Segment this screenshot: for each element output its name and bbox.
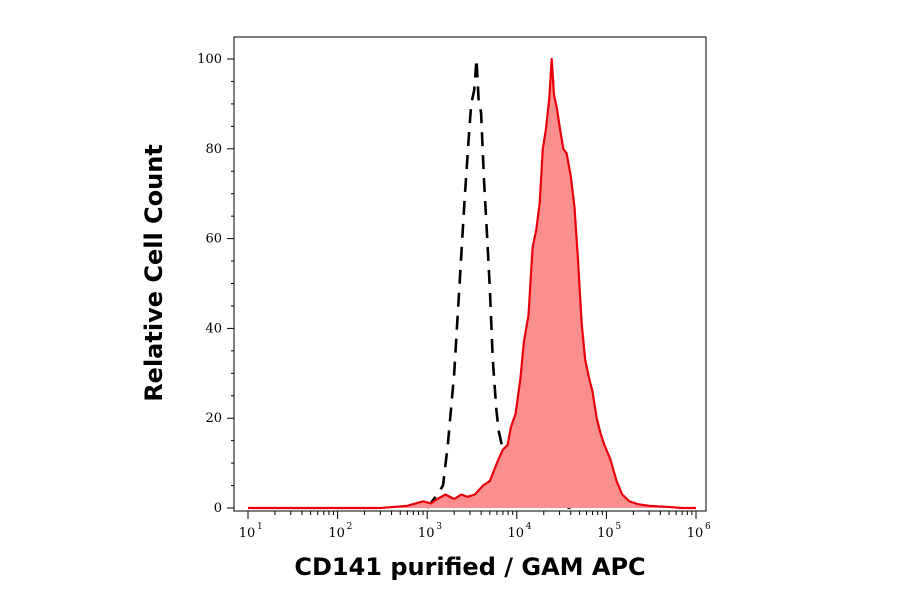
x-tick-label: 10 <box>687 526 704 541</box>
x-tick-exponent: 1 <box>257 522 263 532</box>
y-tick-label: 40 <box>205 321 222 336</box>
x-tick-label: 10 <box>239 526 256 541</box>
plot-frame <box>233 36 707 512</box>
x-tick-label: 10 <box>508 526 525 541</box>
x-tick-exponent: 4 <box>526 522 532 532</box>
x-tick-exponent: 2 <box>347 522 353 532</box>
y-axis-title: Relative Cell Count <box>140 144 168 402</box>
x-tick-exponent: 3 <box>436 522 442 532</box>
y-tick-label: 20 <box>205 411 222 426</box>
y-tick-label: 0 <box>214 501 222 516</box>
x-tick-label: 10 <box>418 526 435 541</box>
x-tick-exponent: 6 <box>705 522 711 532</box>
y-tick-label: 60 <box>205 232 222 247</box>
x-tick-label: 10 <box>597 526 614 541</box>
x-axis-title: CD141 purified / GAM APC <box>294 553 645 581</box>
sample-curve <box>248 57 696 510</box>
y-tick-label: 80 <box>205 142 222 157</box>
plot-area <box>248 57 696 510</box>
x-tick-exponent: 5 <box>615 522 621 532</box>
y-tick-label: 100 <box>197 52 222 67</box>
x-tick-label: 10 <box>328 526 345 541</box>
sample-fill <box>248 59 696 508</box>
